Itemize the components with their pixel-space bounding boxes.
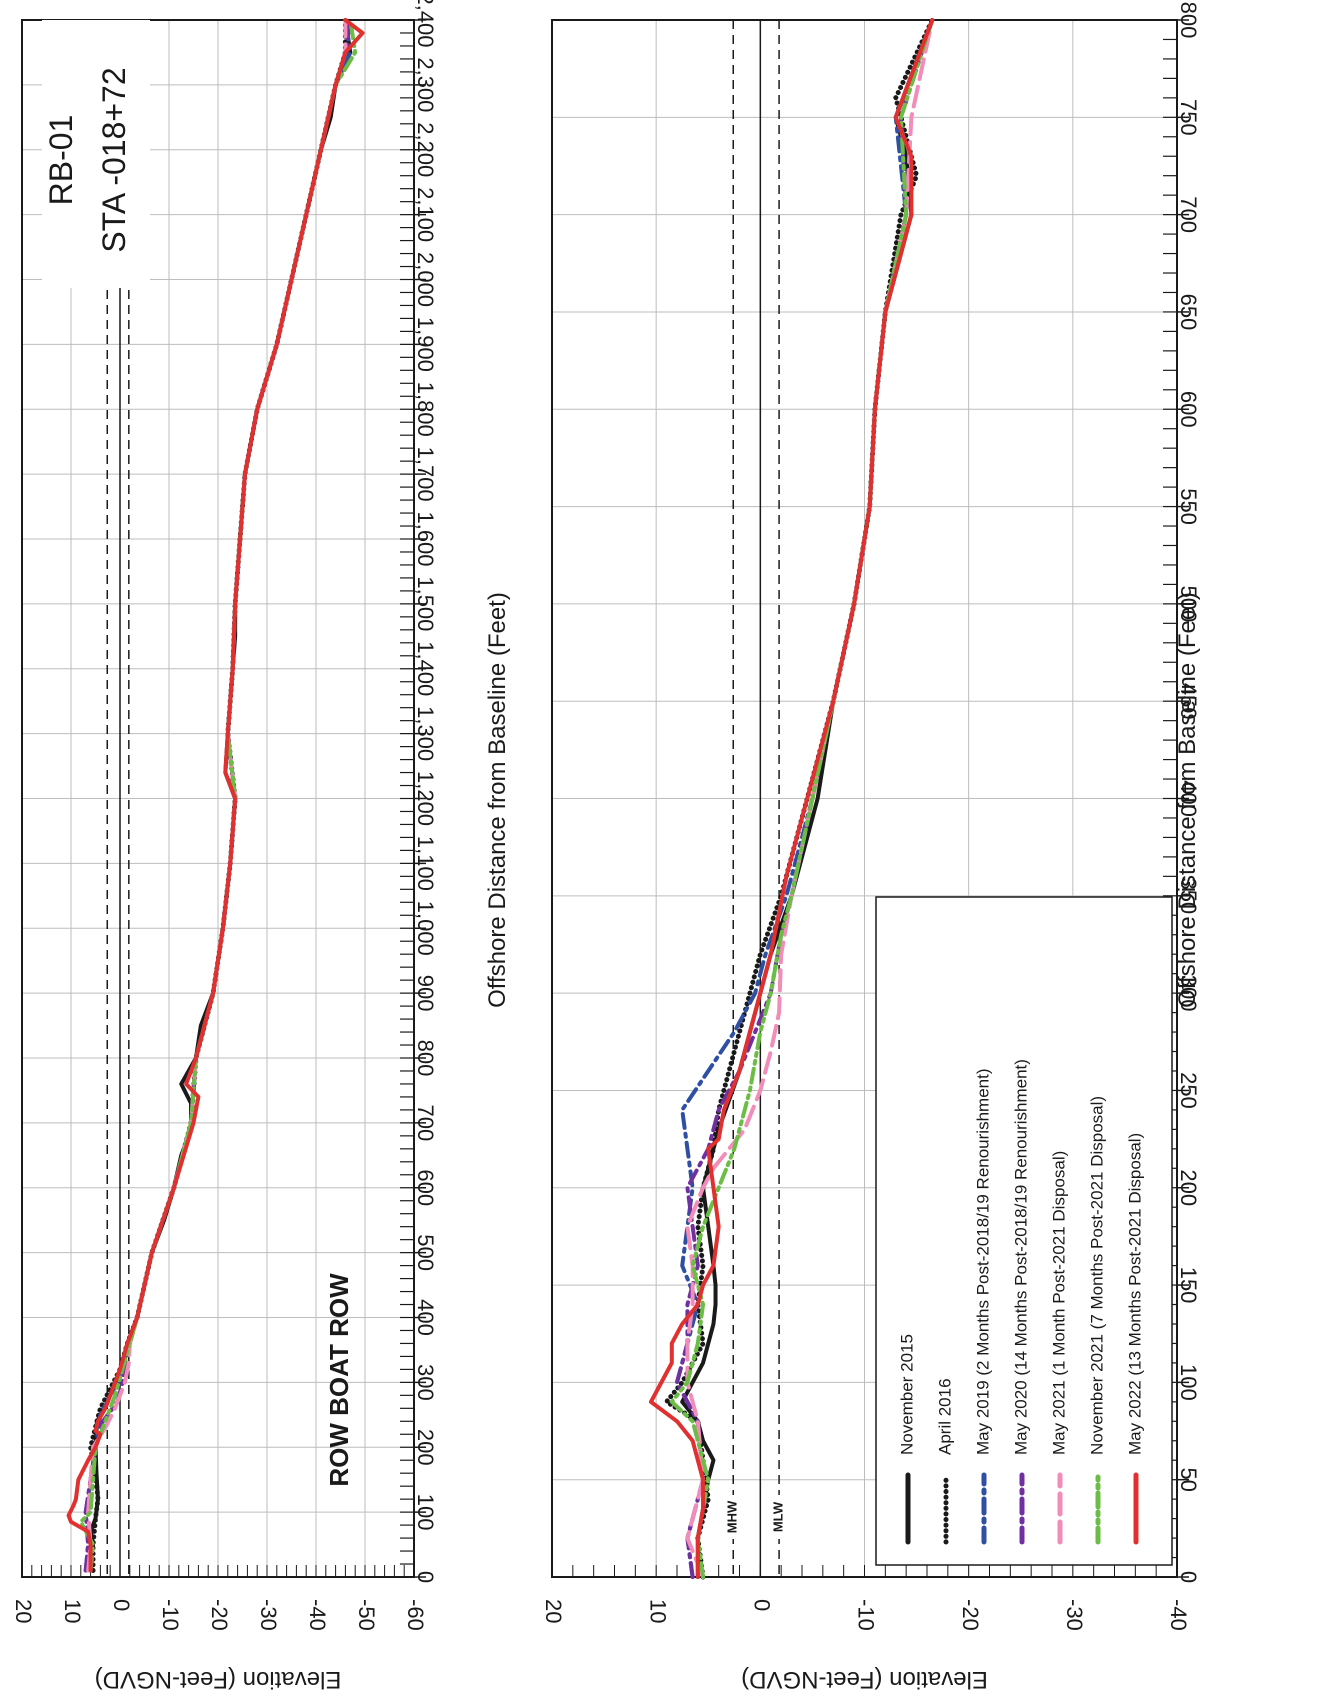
elevation-tick-label: -50 [354, 1599, 379, 1631]
distance-tick-label: 2,400 [413, 0, 438, 48]
distance-tick-label: 100 [413, 1494, 438, 1531]
site-label: RB-01 [43, 115, 79, 206]
distance-tick-label: 1,900 [413, 317, 438, 372]
legend-entry-6: November 2021 (7 Months Post-2021 Dispos… [1087, 1096, 1106, 1455]
distance-tick-label: 450 [1176, 683, 1201, 720]
mhw-label: MHW [725, 1500, 740, 1533]
elevation-tick-label: 10 [60, 1599, 85, 1623]
station-label: STA -018+72 [96, 67, 132, 252]
elevation-tick-label: -40 [305, 1599, 330, 1631]
bottom-profile-chart: 0501001502002503003504004505005506006507… [541, 2, 1201, 1693]
distance-tick-label: 1,000 [413, 901, 438, 956]
elevation-tick-label: -20 [958, 1599, 983, 1631]
elevation-tick-label: -60 [403, 1599, 428, 1631]
series-line-7 [66, 18, 365, 1573]
distance-tick-label: 400 [1176, 780, 1201, 817]
distance-tick-label: 800 [413, 1040, 438, 1077]
legend-entry-4: May 2020 (14 Months Post-2018/19 Renouri… [1011, 1059, 1030, 1455]
distance-tick-label: 1,400 [413, 641, 438, 696]
distance-tick-label: 200 [1176, 1169, 1201, 1206]
row-label: ROW BOAT ROW [324, 1273, 354, 1487]
mlw-label: MLW [771, 1501, 786, 1532]
elevation-tick-label: -30 [256, 1599, 281, 1631]
distance-tick-label: 900 [413, 975, 438, 1012]
distance-tick-label: 1,500 [413, 576, 438, 631]
distance-tick-label: 750 [1176, 99, 1201, 136]
site-label-background [42, 20, 150, 288]
distance-tick-label: 200 [413, 1429, 438, 1466]
elevation-axis-title: Elevation (Feet-NGVD) [741, 1666, 988, 1693]
distance-tick-label: 100 [1176, 1364, 1201, 1401]
distance-tick-label: 1,700 [413, 447, 438, 502]
elevation-tick-label: -30 [1062, 1599, 1087, 1631]
legend-entry-1: November 2015 [897, 1334, 916, 1455]
mhw-label-background [724, 1495, 743, 1539]
elevation-tick-label: -20 [207, 1599, 232, 1631]
elevation-tick-label: 0 [109, 1599, 134, 1611]
elevation-tick-label: 10 [645, 1599, 670, 1623]
legend-entry-7: May 2022 (13 Months Post-2021 Disposal) [1125, 1133, 1144, 1455]
distance-tick-label: 50 [1176, 1467, 1201, 1491]
distance-tick-label: 300 [1176, 975, 1201, 1012]
elevation-tick-label: -10 [158, 1599, 183, 1631]
distance-tick-label: 1,300 [413, 706, 438, 761]
distance-tick-label: 700 [413, 1105, 438, 1142]
elevation-tick-label: 20 [541, 1599, 566, 1623]
legend-entry-5: May 2021 (1 Month Post-2021 Disposal) [1049, 1151, 1068, 1455]
distance-tick-label: 0 [413, 1571, 438, 1583]
distance-tick-label: 350 [1176, 877, 1201, 914]
distance-axis-title: Offshore Distance from Baseline (Feet) [1174, 592, 1201, 1008]
distance-tick-label: 2,100 [413, 187, 438, 242]
elevation-tick-label: 20 [11, 1599, 36, 1623]
distance-tick-label: 500 [413, 1234, 438, 1271]
distance-tick-label: 2,000 [413, 252, 438, 307]
distance-tick-label: 150 [1176, 1267, 1201, 1304]
top-profile-chart: 01002003004005006007008009001,0001,1001,… [11, 0, 511, 1693]
legend-entry-2: April 2016 [935, 1378, 954, 1455]
legend-entry-3: May 2019 (2 Months Post-2018/19 Renouris… [973, 1069, 992, 1455]
distance-tick-label: 700 [1176, 196, 1201, 233]
distance-tick-label: 1,600 [413, 511, 438, 566]
distance-tick-label: 550 [1176, 488, 1201, 525]
distance-tick-label: 400 [413, 1299, 438, 1336]
site-label-box: RB-01 STA -018+72 [42, 20, 150, 288]
elevation-tick-label: 0 [750, 1599, 775, 1611]
distance-axis-title: Offshore Distance from Baseline (Feet) [484, 592, 511, 1008]
mlw-label-background [770, 1495, 789, 1539]
distance-tick-label: 1,200 [413, 771, 438, 826]
distance-tick-label: 600 [413, 1169, 438, 1206]
elevation-axis-title: Elevation (Feet-NGVD) [95, 1666, 342, 1693]
distance-tick-label: 800 [1176, 2, 1201, 39]
legend: November 2015 April 2016 May 2019 (2 Month… [875, 896, 1173, 1566]
series-line-7 [648, 18, 935, 1579]
distance-tick-label: 250 [1176, 1072, 1201, 1109]
distance-tick-label: 1,800 [413, 382, 438, 437]
distance-tick-label: 2,300 [413, 57, 438, 112]
distance-tick-label: 2,200 [413, 122, 438, 177]
distance-tick-label: 650 [1176, 294, 1201, 331]
distance-tick-label: 0 [1176, 1571, 1201, 1583]
legend-box [875, 896, 1173, 1566]
distance-tick-label: 1,100 [413, 836, 438, 891]
elevation-tick-label: -40 [1166, 1599, 1191, 1631]
distance-tick-label: 300 [413, 1364, 438, 1401]
distance-tick-label: 500 [1176, 586, 1201, 623]
distance-tick-label: 600 [1176, 391, 1201, 428]
elevation-tick-label: -10 [854, 1599, 879, 1631]
